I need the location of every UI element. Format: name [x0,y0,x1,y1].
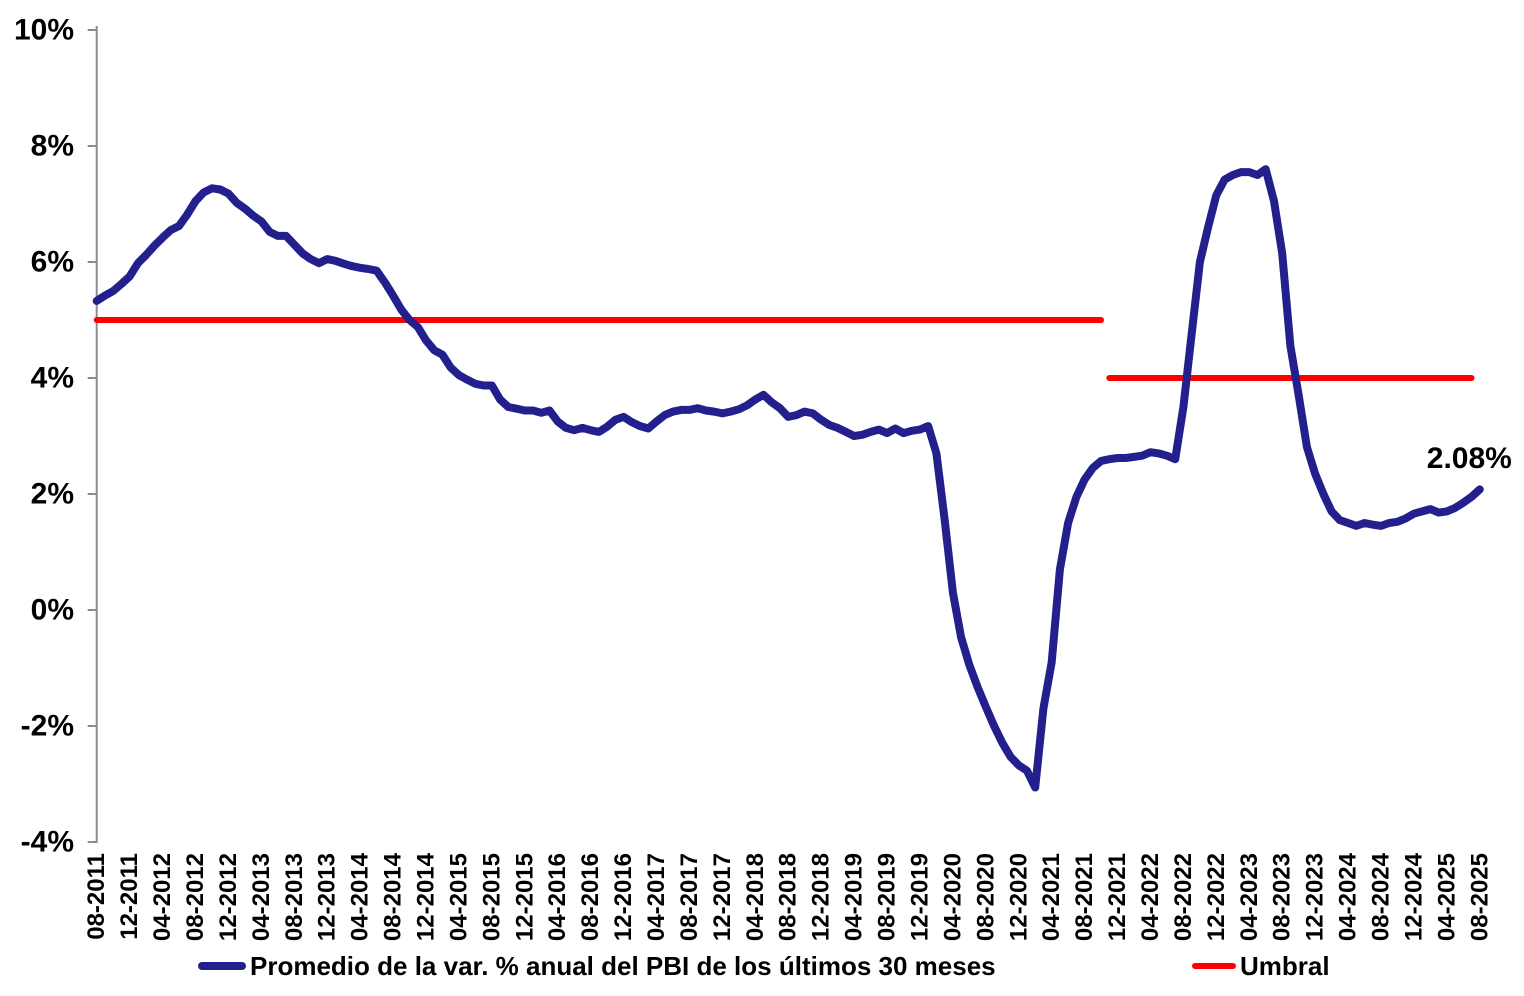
promedio-series-line-swatch [198,962,246,970]
x-tick-label: 08-2019 [874,853,901,941]
x-tick-label: 12-2014 [413,852,440,941]
x-tick-label: 08-2022 [1170,853,1197,941]
x-tick-label: 12-2018 [808,853,835,941]
x-tick-label: 04-2024 [1335,852,1362,941]
legend-item-promedio: Promedio de la var. % anual del PBI de l… [198,946,996,986]
x-tick-label: 08-2023 [1269,853,1296,941]
x-tick-label: 04-2021 [1038,853,1065,941]
x-tick-label: 12-2012 [215,853,242,941]
x-tick-label: 08-2021 [1071,853,1098,941]
x-tick-label: 08-2012 [182,853,209,941]
x-tick-label: 08-2017 [676,853,703,941]
x-tick-label: 04-2013 [248,853,275,941]
x-tick-label: 04-2019 [841,853,868,941]
x-tick-label: 04-2014 [347,852,374,941]
x-tick-label: 12-2017 [709,853,736,941]
x-tick-label: 08-2013 [281,853,308,941]
x-tick-label: 04-2012 [149,853,176,941]
legend-label-promedio: Promedio de la var. % anual del PBI de l… [250,950,996,981]
x-tick-label: 04-2023 [1236,853,1263,941]
x-tick-label: 04-2018 [742,853,769,941]
x-tick-label: 08-2025 [1466,853,1493,941]
x-tick-label: 08-2015 [478,853,505,941]
y-tick-label: -4% [21,826,74,859]
x-tick-label: 08-2024 [1367,852,1394,941]
x-tick-label: 12-2016 [610,853,637,941]
y-tick-label: 4% [31,362,74,395]
y-tick-label: 10% [14,14,74,47]
x-tick-label: 12-2015 [511,853,538,941]
promedio-series-line [92,165,1484,792]
x-tick-label: 08-2016 [577,853,604,941]
x-tick-label: 12-2011 [116,853,143,940]
x-tick-label: 08-2018 [775,853,802,941]
x-tick-label: 04-2016 [544,853,571,941]
legend-label-umbral: Umbral [1240,950,1330,981]
x-tick-label: 12-2024 [1400,852,1427,941]
y-tick-label: 6% [31,246,74,279]
y-tick-label: 2% [31,478,74,511]
legend-item-umbral: Umbral [1192,946,1330,986]
legend: Promedio de la var. % anual del PBI de l… [0,946,1524,986]
y-tick-label: 0% [31,594,74,627]
x-tick-label: 12-2021 [1104,853,1131,941]
x-tick-label: 04-2015 [445,853,472,941]
final-value-data-label: 2.08% [1426,442,1512,476]
x-tick-label: 04-2022 [1137,853,1164,941]
x-tick-label: 12-2020 [1005,853,1032,941]
x-tick-label: 12-2022 [1203,853,1230,941]
x-tick-label: 08-2011 [83,853,110,940]
y-tick-label: -2% [21,710,74,743]
x-tick-label: 04-2020 [939,853,966,941]
umbral-series-line-swatch [1192,963,1236,969]
y-tick-label: 8% [31,130,74,163]
x-tick-label: 08-2014 [380,852,407,941]
x-tick-label: 04-2017 [643,853,670,941]
x-tick-label: 12-2023 [1302,853,1329,941]
x-tick-label: 04-2025 [1433,853,1460,941]
x-tick-label: 12-2019 [906,853,933,941]
x-tick-label: 12-2013 [314,853,341,941]
x-tick-label: 08-2020 [972,853,999,941]
